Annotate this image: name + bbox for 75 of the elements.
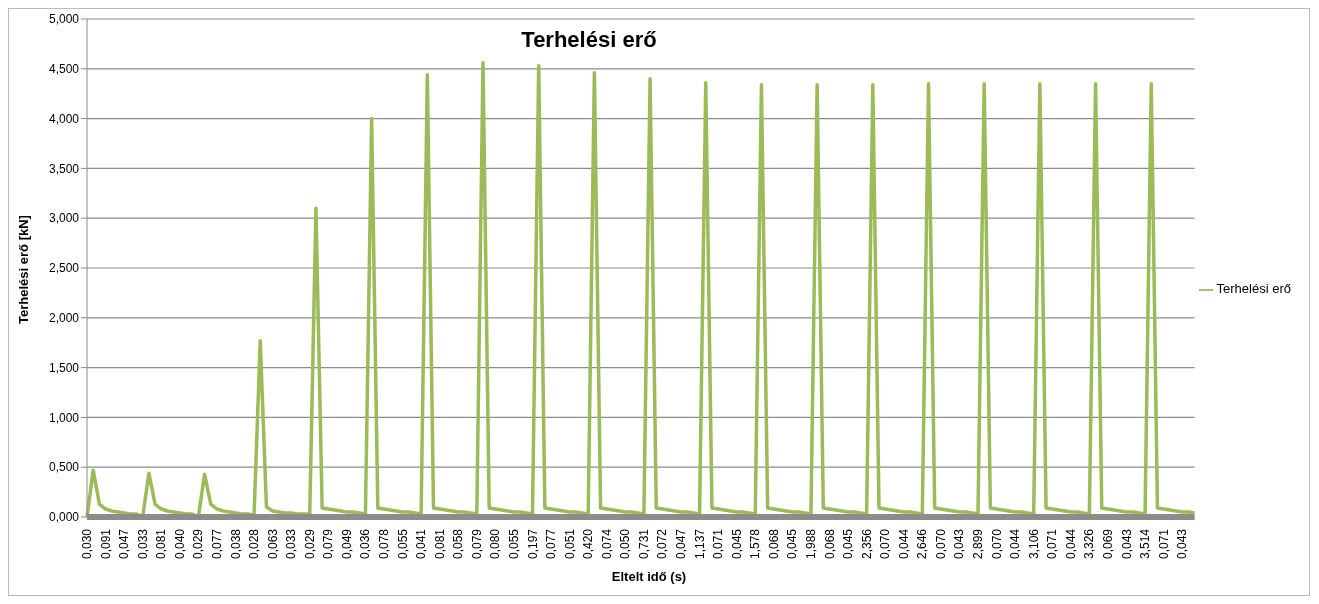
x-tick-label: 0,043 [1175,528,1190,560]
x-tick-label: 0,068 [766,528,781,560]
x-tick-label: 0,038 [228,528,243,560]
x-tick-label: 0,030 [80,528,94,560]
y-tick-label: 0,500 [48,460,80,475]
x-tick-label: 0,047 [117,528,132,560]
x-tick-label: 0,072 [655,528,670,560]
x-tick-label: 0,063 [265,528,280,560]
x-tick-label: 0,047 [674,528,688,560]
x-tick-label: 0,044 [1063,528,1078,560]
x-tick-label: 0,028 [247,528,262,560]
x-tick-label: 0,044 [896,528,911,560]
x-tick-label: 0,420 [581,528,596,560]
x-tick-label: 0,045 [785,528,800,560]
x-tick-label: 0,070 [989,528,1004,560]
y-tick-label: 0,000 [48,510,80,525]
y-tick-label: 3,500 [48,161,80,176]
x-tick-label: 0,069 [1100,528,1115,560]
y-tick-label: 1,500 [48,360,80,375]
y-tick-label: 2,500 [48,261,80,276]
x-tick-label: 0,077 [544,528,559,560]
y-tick-label: 2,000 [48,311,80,326]
x-tick-label: 0,080 [488,528,503,560]
x-tick-label: 0,040 [172,528,187,560]
x-tick-label: 0,050 [618,528,633,560]
x-tick-label: 0,043 [1119,528,1134,560]
chart-title: Terhelési erő [520,27,658,53]
x-tick-label: 0,081 [154,528,169,560]
x-tick-label: 0,091 [98,528,113,560]
y-tick-label: 5,000 [48,12,80,27]
x-tick-label: 0,033 [284,528,299,560]
x-tick-label: 0,049 [339,528,354,560]
x-tick-label: 0,071 [1156,528,1171,560]
x-tick-label: 0,045 [841,528,856,560]
x-tick-label: 3,106 [1026,528,1041,560]
x-tick-label: 0,029 [302,528,317,560]
x-tick-label: 1,137 [692,528,707,560]
y-tick-label: 3,000 [48,211,80,226]
y-axis-title: Terhelési erő [kN] [15,214,31,324]
x-tick-label: 1,578 [748,528,763,560]
x-tick-label: 0,045 [729,528,744,560]
x-tick-label: 0,033 [135,528,150,560]
x-tick-label: 0,077 [209,528,224,560]
x-tick-label: 0,074 [599,528,614,560]
x-tick-label: 2,356 [859,528,874,560]
x-tick-label: 0,071 [711,528,726,560]
x-tick-label: 3,326 [1082,528,1097,560]
x-tick-label: 2,899 [971,528,985,560]
x-tick-label: 0,055 [506,528,521,560]
x-tick-label: 0,079 [469,528,484,560]
x-tick-label: 0,071 [1045,528,1060,560]
x-tick-label: 0,036 [358,528,373,560]
x-tick-label: 0,070 [933,528,948,560]
x-tick-label: 3,514 [1138,528,1153,560]
x-tick-label: 0,058 [451,528,466,560]
y-tick-label: 4,500 [48,62,80,77]
x-axis-title: Eltelt idő (s) [610,569,688,584]
x-tick-label: 0,078 [377,528,391,560]
x-tick-label: 0,731 [636,528,651,560]
y-tick-label: 4,000 [48,111,80,126]
x-tick-label: 1,988 [803,528,818,560]
x-tick-label: 0,051 [562,528,577,560]
x-tick-label: 0,197 [525,528,540,560]
x-tick-label: 2,646 [915,528,930,560]
x-tick-label: 0,081 [432,528,447,560]
y-tick-label: 1,000 [48,410,80,425]
x-tick-label: 0,079 [321,528,336,560]
x-tick-label: 0,041 [414,528,429,560]
x-tick-label: 0,044 [1008,528,1023,560]
x-tick-label: 0,043 [952,528,967,560]
x-tick-label: 0,068 [822,528,837,560]
x-tick-label: 0,055 [395,528,410,560]
x-tick-label: 0,029 [191,528,206,560]
x-tick-label: 0,070 [878,528,893,560]
legend-label: Terhelési erő [1216,281,1291,297]
